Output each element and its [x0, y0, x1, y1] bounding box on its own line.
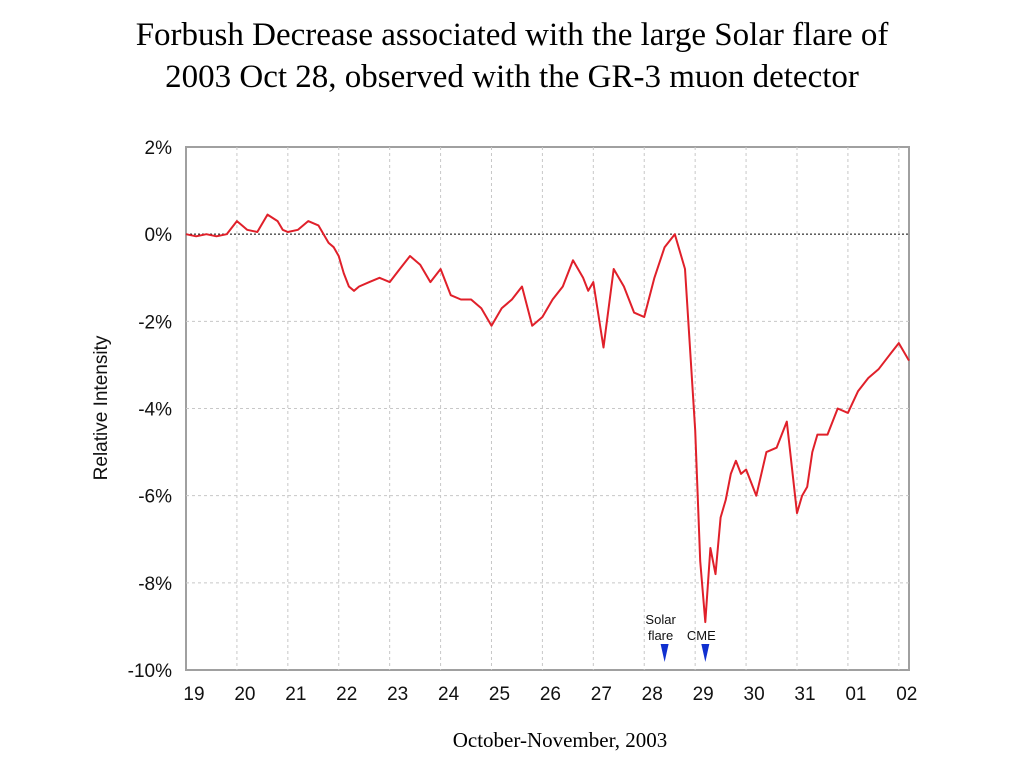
y-tick-label: 2% [145, 138, 173, 159]
chart-title-line-2: 2003 Oct 28, observed with the GR-3 muon… [165, 59, 859, 95]
x-tick-label: 27 [591, 684, 612, 705]
x-tick-label: 20 [234, 684, 255, 705]
y-tick-label: -6% [138, 487, 172, 508]
solar-flare-label: Solar [645, 612, 676, 627]
x-tick-label: 02 [896, 684, 917, 705]
x-tick-label: 19 [183, 684, 204, 705]
relative-intensity-line [185, 213, 910, 624]
y-tick-label: -4% [138, 400, 172, 421]
y-tick-label: -8% [138, 574, 172, 595]
x-tick-label: 24 [438, 684, 460, 705]
x-tick-label: 22 [336, 684, 357, 705]
x-tick-label: 31 [794, 684, 815, 705]
x-tick-label: 28 [642, 684, 663, 705]
chart-title-line-1: Forbush Decrease associated with the lar… [135, 17, 889, 53]
x-tick-label: 25 [489, 684, 510, 705]
x-axis-caption: October-November, 2003 [452, 728, 668, 752]
x-tick-label: 29 [693, 684, 714, 705]
x-tick-label: 23 [387, 684, 408, 705]
cme-marker-icon [701, 644, 710, 662]
x-tick-label: 26 [540, 684, 561, 705]
solar-flare-marker-icon [660, 644, 669, 662]
y-tick-label: -10% [128, 661, 172, 682]
cme-label: CME [687, 628, 716, 643]
solar-flare-label: flare [648, 628, 673, 643]
x-tick-label: 21 [285, 684, 306, 705]
x-tick-label: 30 [744, 684, 765, 705]
x-tick-label: 01 [845, 684, 866, 705]
chart-title: Forbush Decrease associated with the lar… [0, 14, 1024, 98]
y-axis-label: Relative Intensity [91, 335, 112, 480]
y-tick-label: -2% [138, 312, 172, 333]
y-tick-label: 0% [145, 225, 173, 246]
